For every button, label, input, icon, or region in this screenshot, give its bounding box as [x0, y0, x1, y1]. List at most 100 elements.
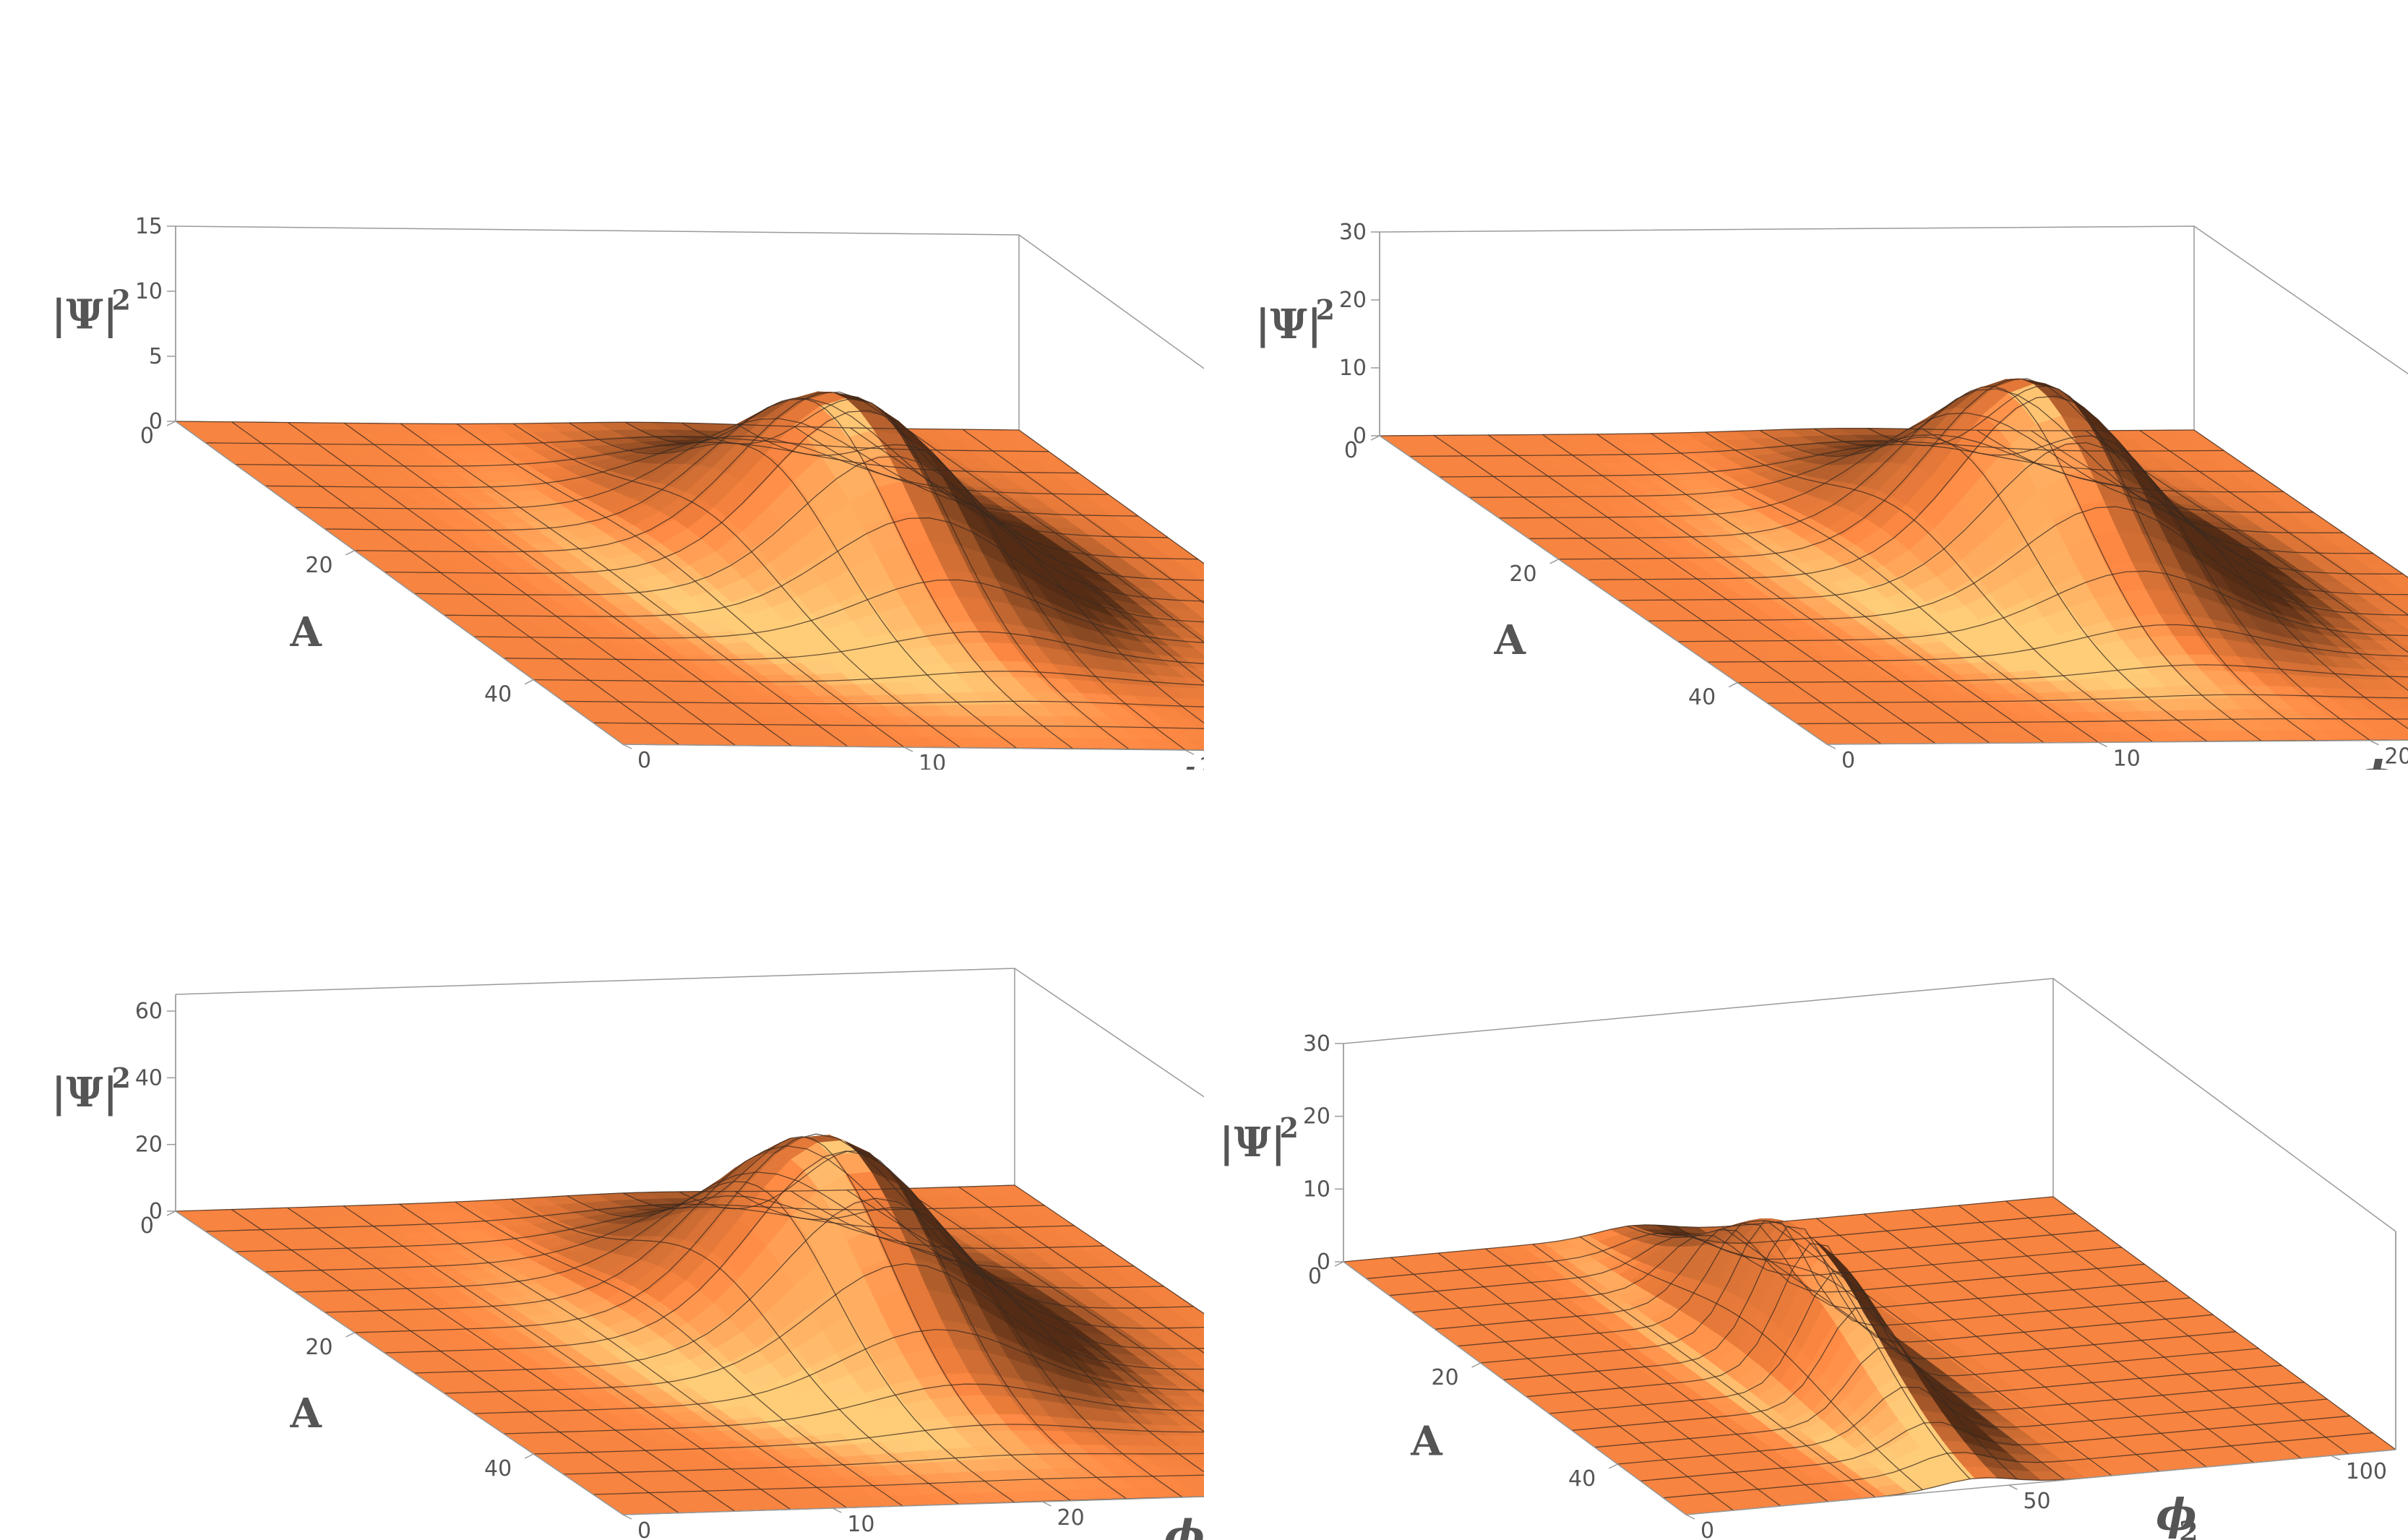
mesh-line [1977, 429, 2408, 730]
axis-labels: Aϕ2|Ψ|2 [51, 284, 1204, 770]
x-tick-mark [1549, 559, 1559, 564]
mesh-line [1532, 1244, 1876, 1498]
mesh-line [625, 397, 1073, 749]
surface-plot-svg: 020400102030400204060Aϕ2|Ψ|2 [51, 968, 1204, 1540]
x-tick-label: 40 [1688, 685, 1716, 710]
y-tick-mark [2369, 739, 2379, 746]
z-axis-label-superscript: 2 [112, 284, 131, 317]
mesh-line [1526, 1242, 2236, 1398]
x-tick-label: 20 [1509, 562, 1536, 587]
y-tick-label: 0 [637, 748, 651, 770]
mesh-line [1737, 664, 2408, 684]
y-tick-mark [832, 1507, 842, 1513]
tick-labels: 020400102030400204060 [135, 994, 1085, 1540]
y-tick-mark [903, 747, 913, 752]
mesh-line [2005, 1200, 2349, 1455]
mesh-line [567, 1181, 1015, 1503]
mesh-line [681, 398, 1130, 750]
mesh-line [384, 410, 1204, 581]
mesh-line [1677, 570, 2408, 642]
tick-labels: 0 20 40 0 50 100 0 10 20 30 [1303, 1031, 2387, 1540]
x-tick-mark [1370, 435, 1380, 441]
mesh-line [444, 1262, 1204, 1394]
surface-plot-top-right: 0204001020300102030Aϕ2|Ψ|2 [1204, 0, 2408, 770]
mesh-line [622, 1136, 1071, 1501]
y-tick-mark [622, 1514, 632, 1520]
x-axis-label: A [1410, 1418, 1443, 1466]
x-tick-label: 0 [140, 423, 154, 449]
y-tick-label: 20 [1200, 754, 1204, 770]
box-top-edge [1379, 225, 2408, 375]
mesh-line [791, 1190, 1204, 1473]
mesh-line [473, 1329, 1204, 1414]
y-axis-label: ϕ [2355, 752, 2395, 770]
mesh-line [344, 422, 792, 747]
y-tick-label: 0 [637, 1518, 651, 1540]
box-top-edge [175, 968, 1204, 1098]
x-tick-mark [166, 421, 176, 426]
mesh-line [1558, 378, 2373, 560]
mesh-line [1797, 718, 2408, 725]
y-tick-mark [622, 744, 632, 749]
mesh-line [1759, 429, 2208, 742]
mesh-lines [175, 1133, 1204, 1515]
z-tick-label: 30 [1339, 220, 1367, 245]
tick-labels: 020400102030051015 [135, 214, 1204, 770]
z-tick-label: 20 [135, 1132, 163, 1158]
z-tick-label: 0 [1353, 423, 1367, 449]
z-axis-label: |Ψ| [1219, 1119, 1286, 1166]
x-tick-mark [1334, 1261, 1344, 1267]
mesh-line [1767, 694, 2408, 704]
mesh-line [1014, 1184, 1204, 1315]
box-top-edge [175, 225, 1204, 369]
mesh-line [1594, 1347, 2305, 1448]
mesh-line [287, 1207, 736, 1512]
mesh-line [503, 631, 1204, 664]
x-tick-mark [524, 1453, 534, 1459]
mesh-line [1813, 385, 2262, 741]
mesh-line [354, 1133, 1194, 1333]
mesh-line [1627, 1220, 1971, 1479]
mesh-line [503, 1383, 1204, 1434]
mesh-line [343, 1205, 791, 1510]
mesh-line [902, 1188, 1204, 1393]
z-axis-label-superscript: 2 [112, 1062, 131, 1094]
y-tick-label: 50 [2023, 1489, 2050, 1514]
y-tick-label: 10 [919, 751, 946, 770]
mesh-line [455, 1201, 903, 1507]
y-tick-label: 10 [2113, 746, 2141, 770]
mesh-line [846, 1190, 1204, 1432]
z-tick-label: 20 [1339, 288, 1367, 313]
mesh-line [295, 418, 1139, 517]
y-tick-label: 20 [2384, 744, 2408, 770]
axis-labels: Aϕ2|Ψ|2 [1219, 1111, 2198, 1540]
y-tick-label: 10 [847, 1512, 874, 1537]
mesh-line [1617, 1387, 2328, 1465]
mesh-line [400, 423, 848, 747]
box-top-edge [1343, 978, 2396, 1232]
mesh-line [1528, 388, 2344, 539]
x-tick-mark [345, 1332, 355, 1338]
mesh-line [1705, 431, 2154, 743]
x-axis-label: A [290, 608, 323, 656]
y-axis-label: ϕ [2156, 1490, 2196, 1540]
mesh-line [1433, 434, 1882, 745]
mesh-line [473, 579, 1204, 643]
mesh-line [1618, 442, 2408, 601]
z-tick-label: 30 [1303, 1031, 1330, 1057]
mesh-line [906, 428, 1204, 643]
surface-plot-svg: 020400102030051015Aϕ2|Ψ|2 [51, 214, 1204, 770]
x-tick-label: 0 [1344, 438, 1358, 463]
mesh-line [399, 1203, 847, 1508]
mesh-line [679, 1150, 1127, 1500]
x-tick-mark [1728, 681, 1738, 688]
mesh-line [1542, 434, 1990, 744]
x-tick-mark [345, 550, 355, 556]
mesh-line [1018, 429, 1204, 564]
mesh-line [512, 423, 961, 749]
mesh-line [1343, 1196, 2054, 1262]
mesh-line [1485, 1248, 1828, 1502]
x-tick-label: 40 [1568, 1466, 1596, 1492]
